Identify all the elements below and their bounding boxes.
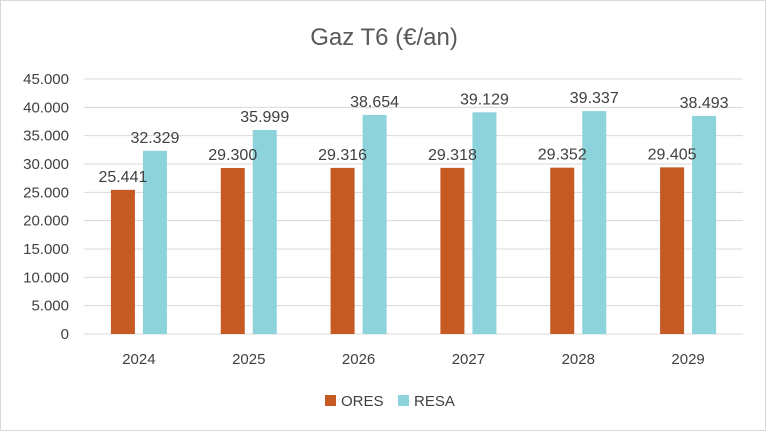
data-label-ores: 29.318 <box>428 147 477 164</box>
data-label-resa: 32.329 <box>130 130 179 147</box>
bar-ores <box>330 167 355 334</box>
data-labels: 25.441 32.329 29.300 35.999 29.316 38.654 29.3… <box>98 90 728 186</box>
chart-title: Gaz T6 (€/an) <box>310 24 458 51</box>
legend-swatch-ores <box>325 395 336 406</box>
y-tick-label: 35.000 <box>23 128 69 145</box>
bar-ores <box>220 167 245 334</box>
y-tick-label: 10.000 <box>23 269 69 286</box>
y-tick-label: 15.000 <box>23 241 69 258</box>
data-label-resa: 38.654 <box>350 94 399 111</box>
x-tick-label: 2024 <box>122 351 155 368</box>
y-tick-label: 30.000 <box>23 156 69 173</box>
data-label-resa: 39.129 <box>460 91 509 108</box>
data-label-ores: 29.316 <box>318 147 367 164</box>
x-tick-label: 2029 <box>671 351 704 368</box>
x-tick-label: 2027 <box>452 351 485 368</box>
bar-resa <box>472 112 497 334</box>
y-tick-label: 0 <box>61 326 69 343</box>
bar-ores <box>110 189 135 334</box>
data-label-resa: 39.337 <box>570 90 619 107</box>
legend-label-ores: ORES <box>341 393 384 410</box>
bar-ores <box>440 167 465 334</box>
y-tick-label: 40.000 <box>23 99 69 116</box>
data-label-ores: 25.441 <box>98 169 147 186</box>
bar-resa <box>362 114 387 334</box>
data-label-ores: 29.352 <box>538 147 587 164</box>
bar-ores <box>660 167 685 334</box>
data-label-ores: 29.300 <box>208 147 257 164</box>
gridlines <box>84 78 743 335</box>
bar-resa <box>692 115 717 334</box>
x-tick-label: 2026 <box>342 351 375 368</box>
data-label-resa: 35.999 <box>240 109 289 126</box>
bar-resa <box>142 150 167 334</box>
data-label-resa: 38.493 <box>680 95 729 112</box>
bar-resa <box>582 111 607 334</box>
legend: ORES RESA <box>325 393 455 410</box>
legend-label-resa: RESA <box>414 393 455 410</box>
y-tick-label: 45.000 <box>23 71 69 88</box>
x-tick-label: 2025 <box>232 351 265 368</box>
legend-swatch-resa <box>398 395 409 406</box>
y-tick-label: 20.000 <box>23 213 69 230</box>
bar-resa <box>252 130 277 334</box>
bars <box>110 111 717 334</box>
x-axis-tick-labels: 2024 2025 2026 2027 2028 2029 <box>122 351 705 368</box>
y-tick-label: 25.000 <box>23 184 69 201</box>
y-tick-label: 5.000 <box>31 298 69 315</box>
x-tick-label: 2028 <box>562 351 595 368</box>
bar-ores <box>550 167 575 334</box>
y-axis-tick-labels: 0 5.000 10.000 15.000 20.000 25.000 30.000 35.0… <box>23 71 69 343</box>
data-label-ores: 29.405 <box>648 146 697 163</box>
